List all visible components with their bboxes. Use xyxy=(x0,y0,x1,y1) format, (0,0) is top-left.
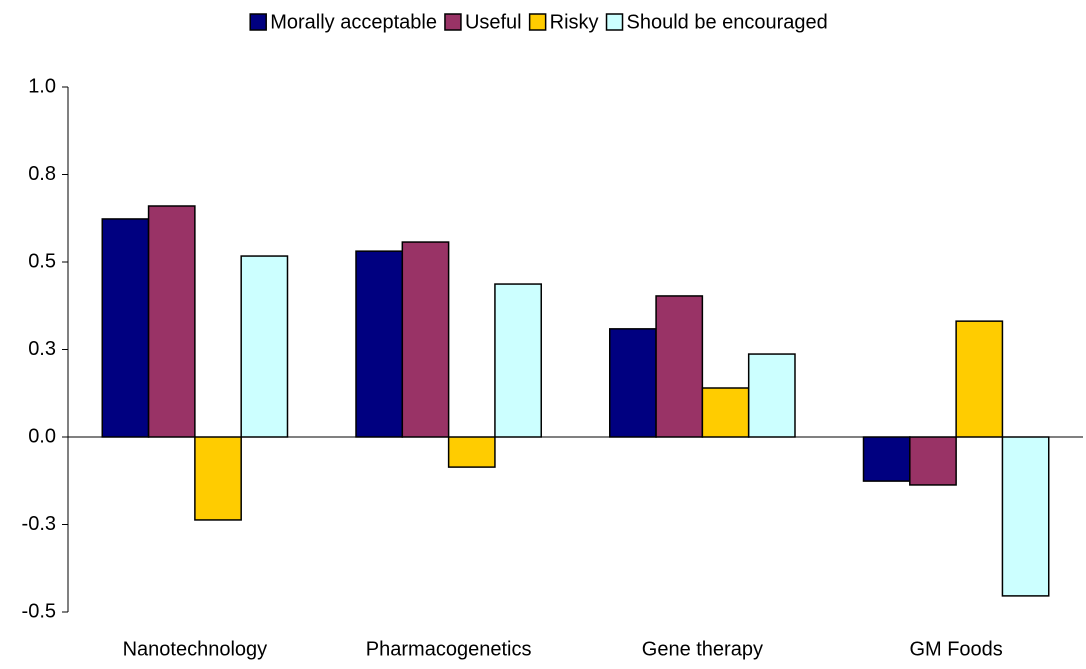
bar xyxy=(401,241,450,438)
x-tick-label: Pharmacogenetics xyxy=(366,638,532,660)
bar xyxy=(909,436,957,486)
bar xyxy=(447,436,496,468)
y-tick-label: -0.5 xyxy=(22,600,56,622)
y-tick-label: 1.0 xyxy=(28,75,56,97)
legend-swatch xyxy=(249,13,267,31)
x-tick-label: Nanotechnology xyxy=(123,638,268,660)
y-tick-label: 0.0 xyxy=(28,425,56,447)
bar xyxy=(609,328,657,438)
legend-label: Should be encouraged xyxy=(627,11,828,33)
x-tick-label: GM Foods xyxy=(909,638,1002,660)
bar xyxy=(355,250,404,438)
bar xyxy=(240,255,289,438)
bar xyxy=(194,436,242,521)
y-tick-label: -0.3 xyxy=(22,513,56,535)
y-tick-label: 0.5 xyxy=(28,250,56,272)
bar xyxy=(955,320,1004,438)
legend-label: Useful xyxy=(465,11,522,33)
bar xyxy=(494,283,542,438)
legend-label: Risky xyxy=(550,11,599,33)
legend-label: Morally acceptable xyxy=(270,11,437,33)
y-tick-label: 0.8 xyxy=(28,163,56,185)
y-tick-label: 0.3 xyxy=(28,338,56,360)
bar xyxy=(1001,436,1050,597)
legend-swatch xyxy=(528,13,547,31)
bar xyxy=(147,205,196,438)
x-tick-label: Gene therapy xyxy=(642,638,763,660)
bar xyxy=(701,387,750,438)
bar xyxy=(862,436,911,482)
legend-swatch xyxy=(605,13,624,31)
bar xyxy=(101,218,150,438)
bar xyxy=(655,295,704,438)
bar xyxy=(747,353,796,438)
legend-swatch xyxy=(444,13,462,31)
